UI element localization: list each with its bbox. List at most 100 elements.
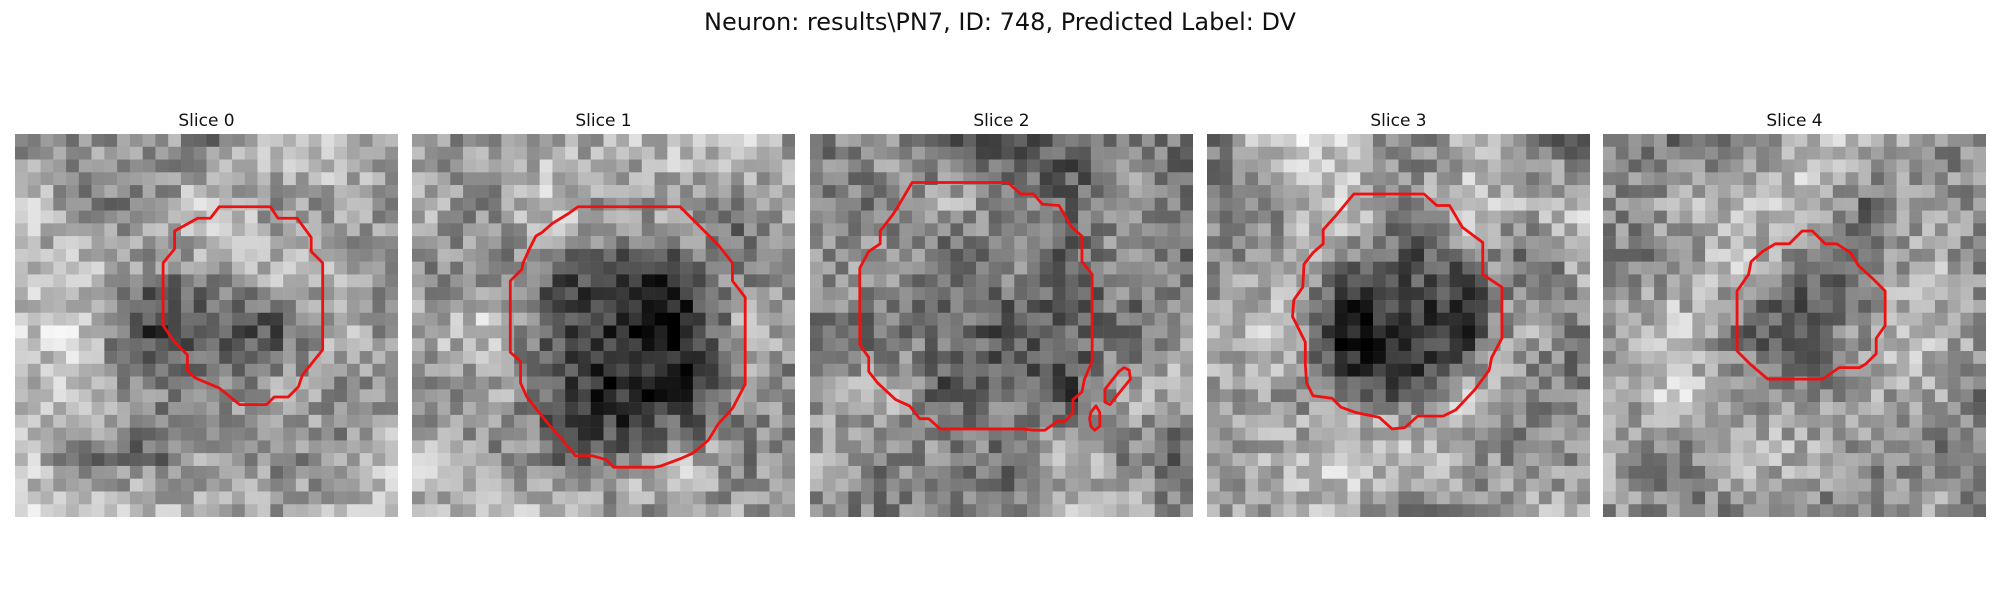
pixel (53, 223, 67, 237)
pixel (193, 363, 207, 377)
pixel (142, 248, 156, 262)
pixel (731, 453, 745, 467)
pixel (1411, 210, 1425, 224)
pixel (861, 504, 875, 517)
pixel (1807, 287, 1821, 301)
pixel (937, 261, 951, 275)
pixel (1794, 210, 1808, 224)
pixel (848, 146, 862, 160)
pixel (603, 363, 617, 377)
pixel (718, 185, 732, 199)
pixel (552, 312, 566, 326)
pixel (66, 134, 80, 148)
pixel (1858, 197, 1872, 211)
pixel (15, 274, 29, 288)
pixel (155, 427, 169, 441)
slice-title: Slice 1 (575, 111, 632, 131)
pixel (40, 376, 54, 390)
pixel (424, 453, 438, 467)
pixel (680, 236, 694, 250)
pixel (488, 427, 502, 441)
pixel (346, 453, 360, 467)
pixel (1973, 197, 1986, 211)
pixel (1207, 465, 1221, 479)
pixel (78, 172, 92, 186)
pixel (756, 223, 770, 237)
pixel (129, 299, 143, 313)
pixel (1116, 248, 1130, 262)
pixel (1207, 210, 1221, 224)
pixel (1500, 338, 1514, 352)
pixel (1372, 504, 1386, 517)
pixel (810, 134, 824, 148)
pixel (539, 453, 553, 467)
pixel (1487, 134, 1501, 148)
pixel (424, 440, 438, 454)
pixel (1116, 351, 1130, 365)
pixel (168, 465, 182, 479)
pixel (27, 261, 41, 275)
pixel (835, 465, 849, 479)
pixel (232, 287, 246, 301)
pixel (1039, 376, 1053, 390)
pixel (1245, 299, 1259, 313)
pixel (1065, 146, 1079, 160)
pixel (1705, 363, 1719, 377)
pixel (1090, 197, 1104, 211)
pixel (1103, 299, 1117, 313)
pixel (1513, 312, 1527, 326)
pixel (988, 312, 1002, 326)
pixel (590, 478, 604, 492)
pixel (603, 478, 617, 492)
pixel (1973, 287, 1986, 301)
pixel (743, 478, 757, 492)
pixel (924, 402, 938, 416)
pixel (27, 440, 41, 454)
pixel (886, 159, 900, 173)
pixel (975, 427, 989, 441)
pixel (1743, 478, 1757, 492)
pixel (1768, 159, 1782, 173)
pixel (295, 389, 309, 403)
pixel (15, 465, 29, 479)
pixel (104, 325, 118, 339)
pixel (1129, 274, 1143, 288)
pixel (1014, 325, 1028, 339)
pixel (848, 210, 862, 224)
pixel (129, 465, 143, 479)
pixel (1014, 453, 1028, 467)
pixel (1065, 427, 1079, 441)
pixel (1692, 185, 1706, 199)
pixel (873, 197, 887, 211)
pixel (1207, 325, 1221, 339)
pixel (475, 465, 489, 479)
pixel (1309, 146, 1323, 160)
pixel (1730, 427, 1744, 441)
pixel (988, 210, 1002, 224)
pixel (1296, 236, 1310, 250)
pixel (385, 465, 398, 479)
pixel (1321, 325, 1335, 339)
pixel (1896, 465, 1910, 479)
pixel (810, 389, 824, 403)
pixel (731, 261, 745, 275)
pixel (1679, 453, 1693, 467)
pixel (873, 389, 887, 403)
pixel (40, 491, 54, 505)
pixel (692, 376, 706, 390)
pixel (1424, 325, 1438, 339)
pixel (1180, 223, 1193, 237)
pixel (1411, 223, 1425, 237)
pixel (848, 159, 862, 173)
pixel (1424, 274, 1438, 288)
pixel (244, 299, 258, 313)
pixel (899, 491, 913, 505)
pixel (1934, 414, 1948, 428)
pixel (295, 312, 309, 326)
pixel (718, 504, 732, 517)
pixel (488, 491, 502, 505)
pixel (1167, 197, 1181, 211)
pixel (1654, 504, 1668, 517)
pixel (66, 146, 80, 160)
pixel (769, 440, 783, 454)
